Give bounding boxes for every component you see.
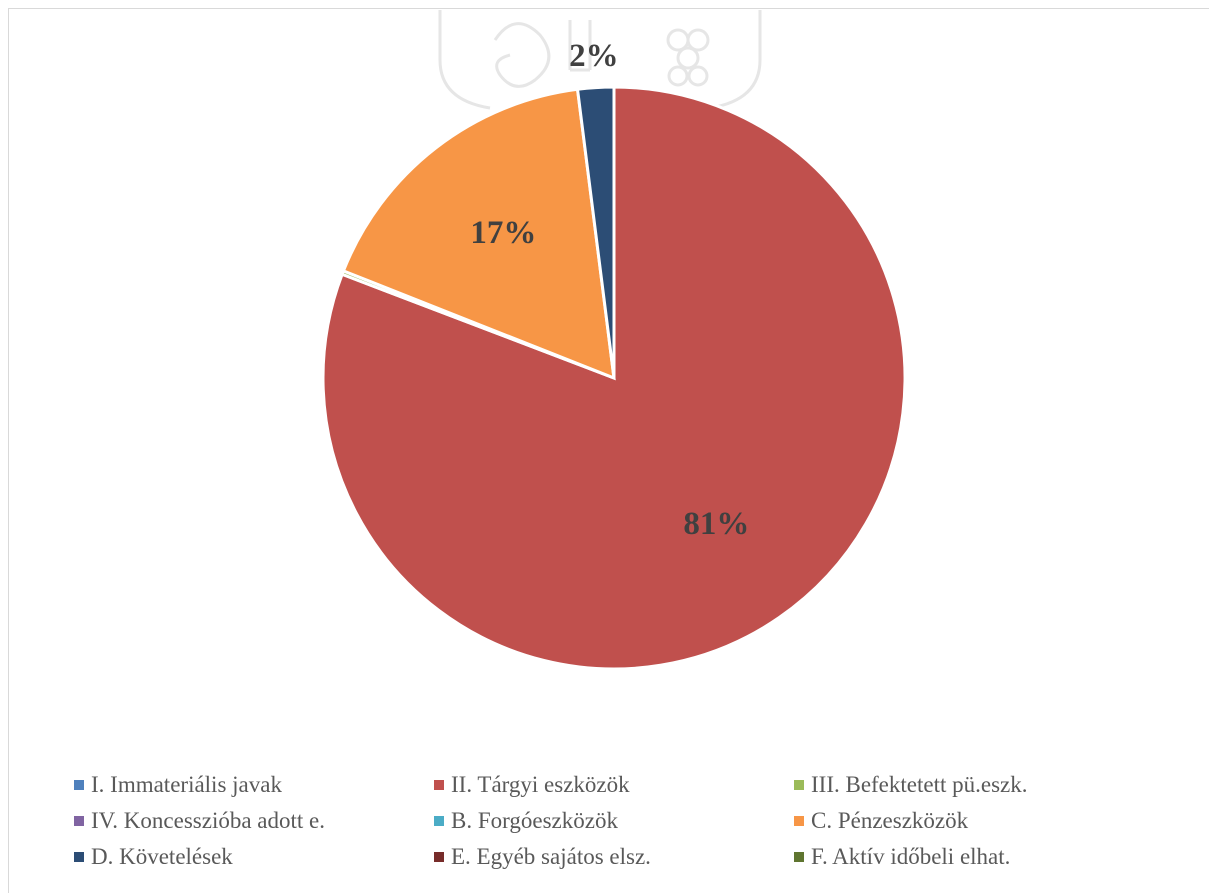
watermark-logo [438,10,762,110]
legend-swatch [794,816,804,826]
legend-item: IV. Koncesszióba adott e. [60,808,420,834]
pie-slice [341,87,616,381]
legend-swatch [794,852,804,862]
legend-label: III. Befektetett pü.eszk. [811,772,1028,797]
legend-item: F. Aktív időbeli elhat. [780,844,1140,870]
legend-label: E. Egyéb sajátos elsz. [451,844,651,869]
legend-swatch [794,780,804,790]
legend-item: D. Követelések [60,844,420,870]
legend-label: D. Követelések [91,844,233,869]
chart-frame [8,8,1209,893]
legend-swatch [74,816,84,826]
slice-data-label: 81% [683,506,749,542]
legend-item: E. Egyéb sajátos elsz. [420,844,780,870]
legend-label: II. Tárgyi eszközök [451,772,630,797]
legend-swatch [434,780,444,790]
legend-item: III. Befektetett pü.eszk. [780,772,1140,798]
legend-swatch [434,816,444,826]
slice-data-label: 2% [569,38,619,74]
legend-item: II. Tárgyi eszközök [420,772,780,798]
legend-label: F. Aktív időbeli elhat. [811,844,1011,869]
legend-item: I. Immateriális javak [60,772,420,798]
legend-item: C. Pénzeszközök [780,808,1140,834]
legend-label: I. Immateriális javak [91,772,282,797]
legend-row: IV. Koncesszióba adott e. B. Forgóeszközö… [60,803,1180,839]
legend-swatch [74,852,84,862]
legend-swatch [434,852,444,862]
legend-label: C. Pénzeszközök [811,808,969,833]
legend-row: I. Immateriális javak II. Tárgyi eszközök… [60,767,1180,803]
legend-label: IV. Koncesszióba adott e. [91,808,325,833]
legend-label: B. Forgóeszközök [451,808,618,833]
legend-row: D. Követelések E. Egyéb sajátos elsz. F. A… [60,839,1180,875]
pie-slice [575,85,616,379]
pie-chart: 81% 17% 2% [321,38,907,671]
legend-item: B. Forgóeszközök [420,808,780,834]
legend: I. Immateriális javak II. Tárgyi eszközök… [60,767,1180,875]
slice-data-label: 17% [470,215,536,251]
legend-swatch [74,780,84,790]
